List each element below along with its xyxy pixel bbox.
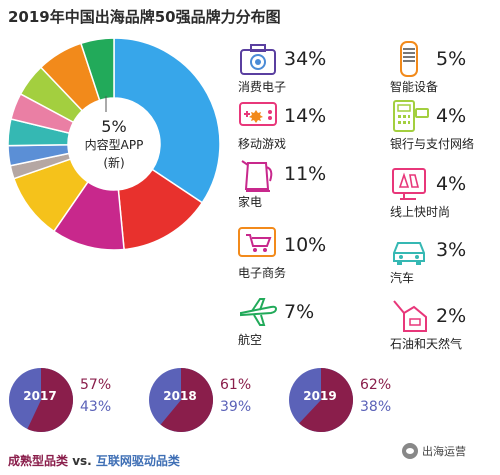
mature-percent: 57% [80,377,112,393]
smart-speaker-icon [400,41,418,77]
watermark-text: 出海运营 [422,445,466,458]
year-label: 2019 [303,389,337,403]
legend-item-mobile-games: 14% 移动游戏 [238,97,358,157]
legend-percent: 11% [284,163,327,185]
year-pie-chart [149,368,213,432]
legend-item-smart-devices: 5% 智能设备 [390,40,500,100]
legend-label: 银行与支付网络 [390,137,475,151]
legend-item-consumer-electronics: 34% 消费电子 [238,40,358,100]
legend-label: 移动游戏 [238,137,287,151]
airplane-icon [240,298,278,326]
donut-chart [7,37,221,251]
chart-title: 2019年中国出海品牌50强品牌力分布图 [8,8,281,26]
legend-label: 航空 [238,333,263,347]
legend-percent: 34% [284,48,327,70]
year-label: 2017 [23,389,57,403]
legend-label: 石油和天然气 [390,337,463,351]
legend-label: 汽车 [390,271,415,285]
fashion-screen-icon [392,168,426,200]
shopping-cart-icon [238,227,276,257]
mature-share-slice [299,368,353,432]
mature-share-slice [160,368,213,432]
year-pie-chart [9,368,74,432]
mature-percent: 62% [360,377,392,393]
oil-can-icon [393,300,427,332]
mature-category-label: 成熟型品类 [8,454,69,468]
donut-center-label: 5% 内容型APP (新) [74,118,154,172]
center-sub-label: (新) [103,156,125,170]
watermark: 出海运营 [402,443,466,459]
footer-legend: 成熟型品类 vs. 互联网驱动品类 [8,452,180,469]
mature-share-slice [27,368,74,432]
legend-label: 家电 [238,195,263,209]
year-label: 2018 [163,389,197,403]
legend-item-oil-gas: 2% 石油和天然气 [390,297,500,357]
phone-game-icon [239,102,277,126]
year-pie-2017: 2017 57% 43% [8,367,128,437]
legend-percent: 7% [284,301,315,323]
legend-item-banking-payment: 4% 银行与支付网络 [390,97,500,157]
internet-category-label: 互联网驱动品类 [95,454,180,468]
legend-label: 消费电子 [238,80,287,94]
mature-percent: 61% [220,377,252,393]
legend-percent: 3% [436,239,467,261]
center-percent: 5% [101,117,127,136]
internet-percent: 38% [360,399,392,415]
donut-slice [113,37,221,204]
legend-percent: 2% [436,305,467,327]
pos-terminal-icon [393,100,429,132]
donut-slice [79,37,115,102]
legend-percent: 14% [284,105,327,127]
legend-percent: 4% [436,105,467,127]
camera-icon [240,44,276,75]
legend-item-home-appliances: 11% 家电 [238,155,358,215]
center-category: 内容型APP [84,138,144,152]
legend-percent: 4% [436,173,467,195]
legend-item-aviation: 7% 航空 [238,293,358,353]
legend-percent: 10% [284,234,327,256]
legend-item-automotive: 3% 汽车 [390,231,500,291]
legend-item-ecommerce: 10% 电子商务 [238,226,358,286]
kettle-icon [241,160,273,192]
versus-text: vs. [68,454,96,468]
year-pie-2018: 2018 61% 39% [148,367,268,437]
legend-percent: 5% [436,48,467,70]
legend-label: 电子商务 [238,266,287,280]
year-pie-chart [289,368,353,432]
car-icon [393,242,425,265]
internet-percent: 39% [220,399,252,415]
year-pie-2019: 2019 62% 38% [288,367,408,437]
legend-item-fast-fashion: 4% 线上快时尚 [390,165,500,225]
internet-percent: 43% [80,399,112,415]
legend-label: 智能设备 [390,80,439,94]
wechat-icon [402,443,418,459]
legend-label: 线上快时尚 [390,205,451,219]
